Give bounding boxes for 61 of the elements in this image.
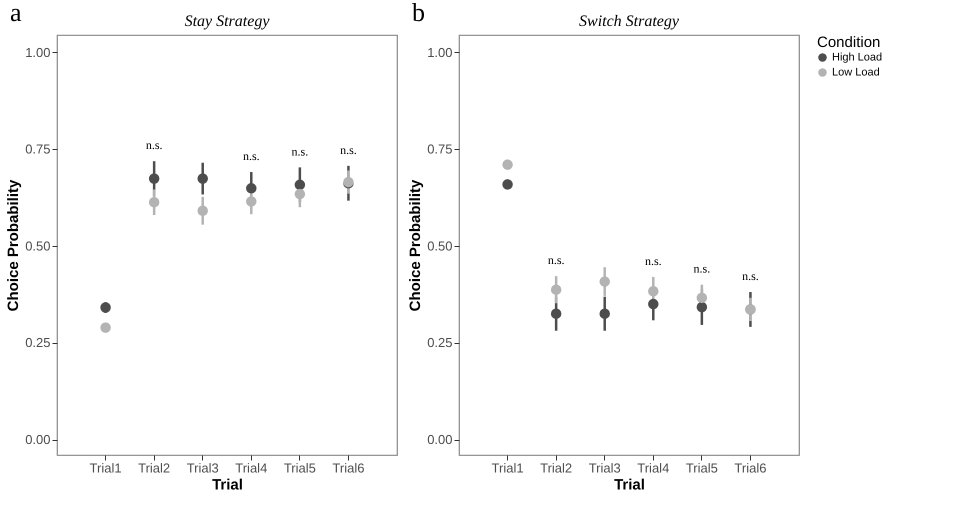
chart-title: Stay Strategy xyxy=(184,13,270,30)
point xyxy=(648,298,659,310)
x-tick-label: Trial3 xyxy=(588,460,621,476)
x-tick-label: Trial5 xyxy=(686,460,718,476)
annotation: n.s. xyxy=(340,142,357,157)
point xyxy=(550,308,562,319)
point xyxy=(100,322,111,333)
y-tick-label: 0.75 xyxy=(25,142,50,157)
point xyxy=(696,292,708,304)
x-axis-title: Trial xyxy=(212,476,243,494)
annotation: n.s. xyxy=(742,269,759,284)
y-tick-label: 1.00 xyxy=(25,44,50,60)
y-tick-label: 0.75 xyxy=(427,142,452,157)
y-tick-label: 0.50 xyxy=(25,238,50,254)
y-axis-title: Choice Probability xyxy=(407,179,424,312)
y-tick-label: 0.25 xyxy=(25,335,50,350)
point xyxy=(197,173,208,184)
point xyxy=(696,302,708,312)
x-tick-label: Trial4 xyxy=(235,460,268,476)
point xyxy=(148,173,160,184)
point xyxy=(599,308,610,319)
point xyxy=(599,276,610,287)
point xyxy=(502,179,513,190)
x-tick-label: Trial1 xyxy=(492,460,524,476)
annotation: n.s. xyxy=(292,144,308,158)
legend-title: Condition xyxy=(817,34,880,51)
x-axis-title: Trial xyxy=(614,476,645,494)
point xyxy=(502,159,513,170)
y-axis-title: Choice Probability xyxy=(5,179,22,312)
x-tick-label: Trial5 xyxy=(284,460,316,476)
x-tick-label: Trial2 xyxy=(540,460,572,476)
point xyxy=(246,196,257,207)
y-tick-label: 0.00 xyxy=(25,432,50,448)
text: b xyxy=(412,0,425,27)
point xyxy=(550,284,562,295)
annotation: n.s. xyxy=(548,253,564,268)
legend-label: High Load xyxy=(832,52,882,64)
annotation: n.s. xyxy=(644,254,662,268)
annotation: n.s. xyxy=(146,138,162,152)
annotation: n.s. xyxy=(694,262,710,276)
point xyxy=(148,196,160,208)
point xyxy=(294,188,306,200)
x-tick-label: Trial6 xyxy=(734,460,766,476)
y-tick-label: 0.25 xyxy=(427,335,452,350)
legend-label: Low Load xyxy=(832,66,880,78)
text: a xyxy=(10,0,22,27)
x-tick-label: Trial4 xyxy=(637,460,670,476)
x-tick-label: Trial2 xyxy=(138,460,170,476)
point xyxy=(294,180,306,190)
y-tick-label: 0.50 xyxy=(427,238,452,254)
x-tick-label: Trial3 xyxy=(186,460,219,476)
point xyxy=(246,183,257,194)
y-tick-label: 0.00 xyxy=(427,432,452,448)
x-tick-label: Trial1 xyxy=(90,460,122,476)
point xyxy=(648,286,659,296)
annotation: n.s. xyxy=(242,149,260,164)
point xyxy=(197,206,208,216)
y-tick-label: 1.00 xyxy=(427,44,452,60)
x-tick-label: Trial6 xyxy=(332,460,364,476)
point xyxy=(100,302,111,313)
chart-title: Switch Strategy xyxy=(579,13,680,30)
